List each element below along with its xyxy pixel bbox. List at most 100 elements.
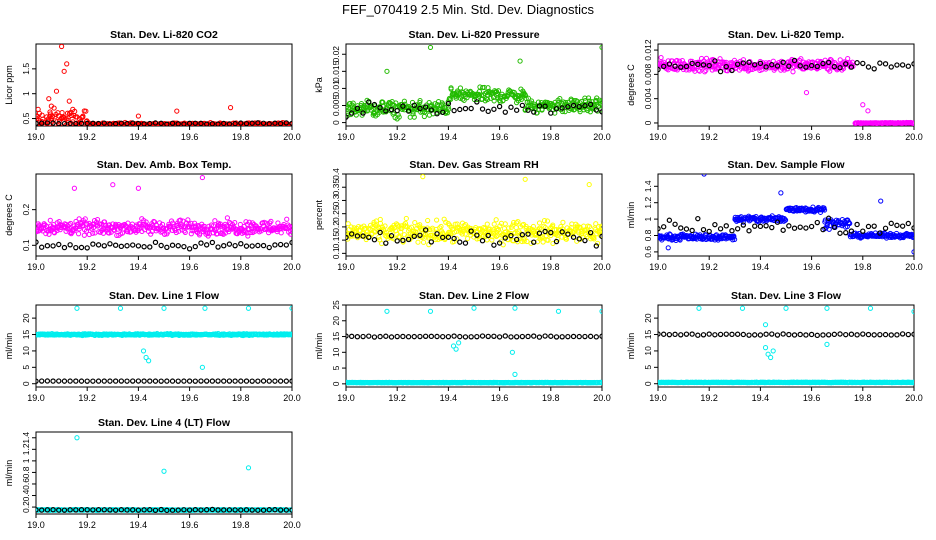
data-point (911, 379, 914, 385)
ref-point (141, 244, 147, 250)
ref-point (147, 120, 153, 126)
ref-point (843, 229, 849, 236)
ref-point (519, 102, 526, 109)
ref-point (164, 378, 170, 384)
x-tick-label: 20.0 (905, 393, 923, 403)
ref-point (107, 507, 113, 513)
outlier-point (384, 68, 390, 74)
ref-point (209, 378, 216, 384)
y-tick-label: 1 (21, 458, 31, 463)
ref-point (837, 64, 843, 71)
ref-point (255, 378, 261, 384)
data-point (688, 66, 694, 72)
data-point (68, 112, 74, 118)
data-point (57, 124, 63, 126)
points-group (36, 174, 292, 252)
points-group (346, 305, 602, 386)
ref-point (130, 378, 136, 384)
y-tick-label: 1.4 (643, 180, 653, 192)
data-point (522, 92, 529, 99)
data-point (593, 98, 599, 104)
x-tick-label: 19.6 (181, 132, 199, 142)
ref-point (786, 223, 792, 229)
y-axis-label: degrees C (4, 194, 14, 236)
ref-point (383, 108, 389, 114)
ref-point (599, 233, 602, 240)
ref-point (700, 332, 707, 338)
data-point (459, 231, 465, 237)
ref-point (107, 241, 113, 247)
ref-point (107, 378, 113, 384)
ref-point (803, 64, 809, 70)
data-point (408, 224, 415, 230)
ref-point (565, 231, 571, 237)
ref-point (198, 240, 204, 246)
chart-title: Stan. Dev. Li-820 CO2 (110, 29, 218, 41)
x-tick-label: 19.2 (78, 520, 96, 530)
x-tick-label: 19.6 (491, 132, 509, 142)
ref-point (186, 378, 193, 384)
ref-point (658, 331, 661, 337)
ref-point (78, 244, 85, 251)
ref-point (61, 120, 68, 126)
ref-point (36, 507, 39, 513)
ref-point (582, 237, 588, 244)
ref-point (843, 61, 849, 67)
ref-point (587, 101, 594, 108)
ref-point (445, 100, 452, 107)
ref-point (73, 120, 79, 126)
x-tick-label: 19.8 (232, 132, 250, 142)
ref-point (164, 121, 170, 126)
data-point (827, 68, 833, 74)
ref-point (164, 507, 170, 514)
ref-point (769, 224, 775, 231)
ref-point (50, 507, 56, 513)
ref-point (164, 244, 170, 251)
x-tick-label: 19.0 (27, 520, 45, 530)
ref-point (854, 221, 860, 228)
ref-point (496, 240, 503, 246)
ref-point (553, 106, 560, 112)
ref-point (135, 120, 142, 126)
ref-point (894, 222, 900, 229)
data-point (837, 57, 843, 63)
ref-point (169, 378, 176, 384)
data-point (51, 127, 55, 131)
ref-point (672, 63, 678, 69)
ref-point (491, 106, 497, 112)
points-group (658, 305, 914, 386)
y-tick-label: 1 (21, 91, 31, 96)
data-point (56, 219, 62, 225)
ref-point (820, 226, 826, 233)
data-point (94, 216, 101, 223)
ref-point (354, 233, 361, 239)
data-point (702, 69, 708, 75)
ref-point (434, 111, 440, 117)
ref-point (366, 333, 372, 339)
x-tick-label: 19.0 (337, 262, 355, 272)
data-point (528, 240, 534, 246)
chart-title: Stan. Dev. Li-820 Pressure (408, 29, 539, 41)
ref-point (158, 378, 164, 384)
ref-point (774, 219, 781, 225)
ref-point (451, 107, 457, 114)
data-point (521, 238, 527, 244)
y-tick-label: 0.4 (21, 489, 31, 501)
ref-point (152, 378, 159, 384)
outlier-point (140, 348, 147, 354)
data-point (510, 222, 516, 228)
y-axis-label: percent (314, 199, 324, 230)
data-point (81, 232, 87, 238)
ref-point (576, 104, 582, 110)
x-tick-label: 19.0 (27, 262, 45, 272)
outlier-point (450, 343, 457, 349)
data-point (582, 95, 588, 101)
ref-point (746, 332, 752, 338)
ref-point (599, 333, 602, 339)
ref-point (141, 507, 147, 513)
ref-point (774, 63, 781, 69)
data-point (585, 107, 591, 114)
ref-point (894, 62, 900, 68)
ref-point (95, 120, 102, 126)
